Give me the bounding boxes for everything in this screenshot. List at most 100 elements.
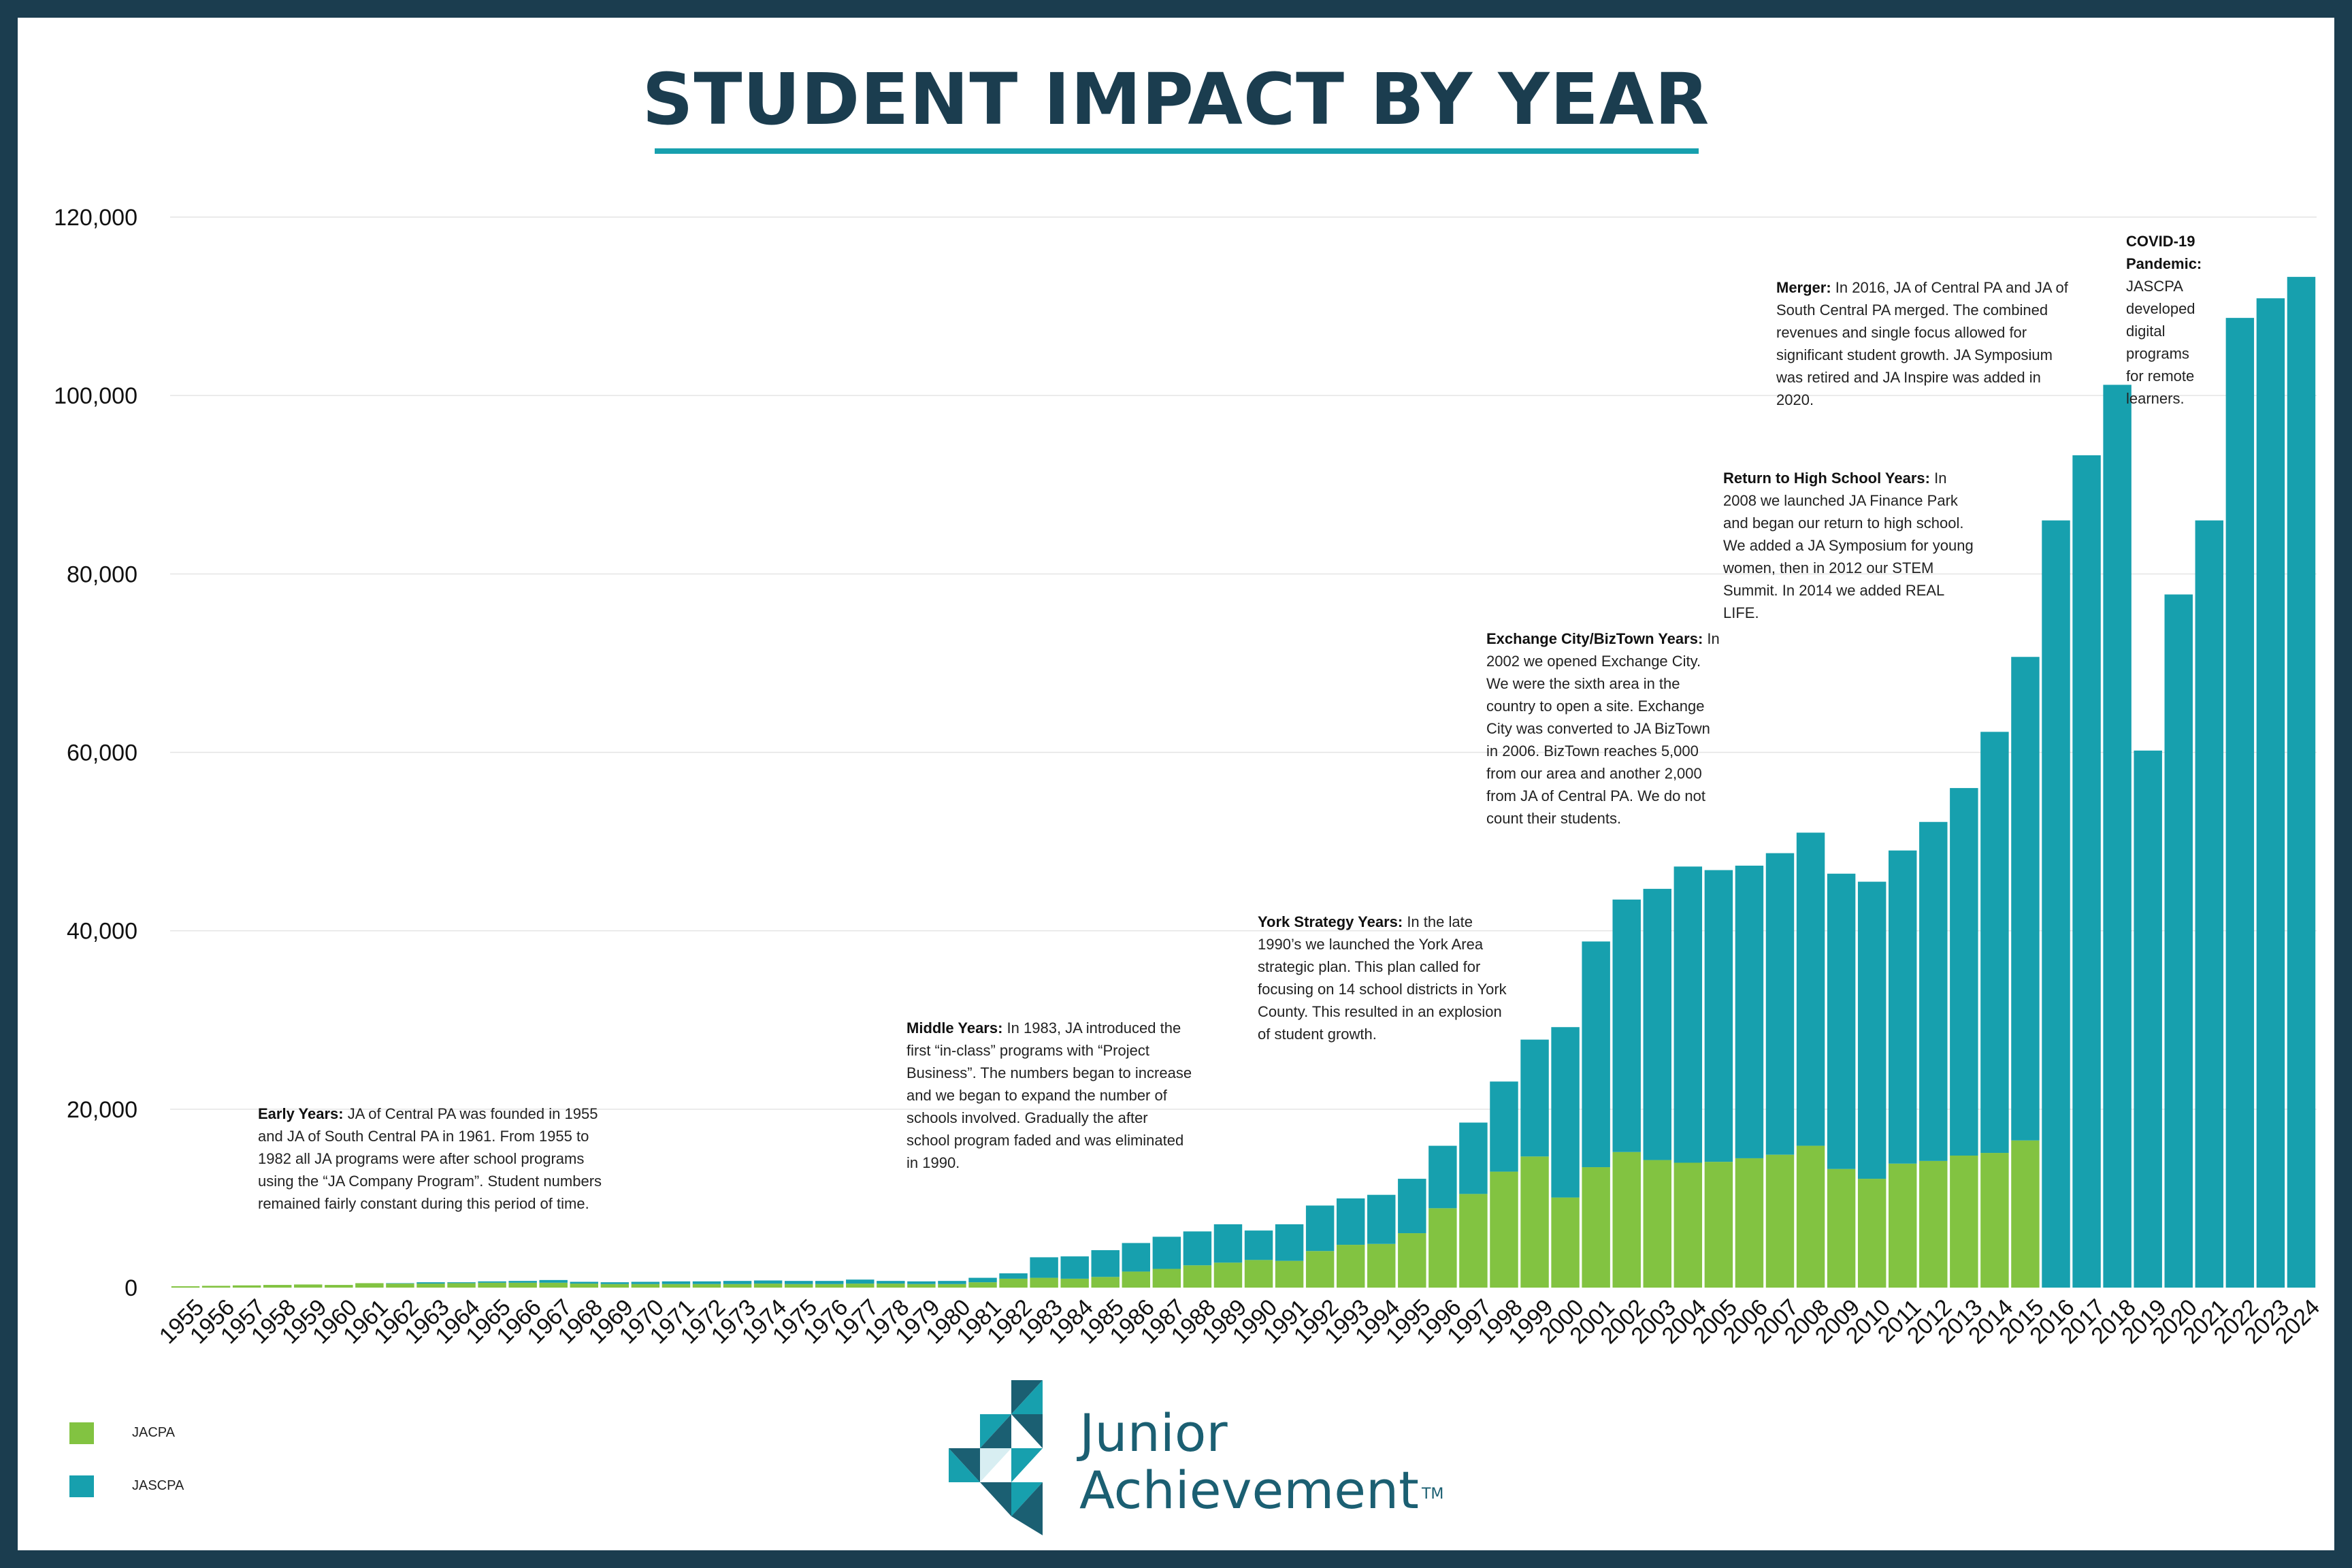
logo-line-junior: Junior [1079,1403,1228,1463]
bar-jascpa-2017 [2072,455,2101,1288]
bar-jascpa-2008 [1796,832,1825,1146]
annotation-exchange-text: In 2002 we opened Exchange City. We were… [1486,630,1720,827]
bar-jacpa-1971 [662,1284,691,1288]
annotation-middle-text: In 1983, JA introduced the first “in-cla… [906,1019,1192,1171]
bar-jascpa-1981 [968,1277,997,1283]
bar-jascpa-1994 [1367,1194,1396,1244]
bar-jascpa-2007 [1765,853,1795,1155]
bar-jascpa-1966 [508,1281,537,1283]
junior-achievement-logo: Junior Achievement TM [923,1375,1481,1545]
legend-swatch-jacpa [69,1422,94,1444]
annotation-york-strategy-years: York Strategy Years: In the late 1990’s … [1258,911,1516,1045]
bar-jascpa-1983 [1030,1257,1058,1278]
annotation-york-title: York Strategy Years: [1258,913,1403,930]
bar-jacpa-1964 [447,1283,476,1288]
bar-jacpa-2008 [1796,1145,1825,1288]
bar-jascpa-2005 [1704,870,1733,1162]
y-tick-label: 40,000 [67,919,137,945]
bar-jascpa-2009 [1827,873,1856,1169]
bar-jacpa-1956 [201,1286,231,1288]
bar-jacpa-1980 [938,1284,966,1288]
bar-jacpa-2010 [1857,1179,1886,1288]
bar-jascpa-1969 [600,1282,630,1284]
bar-jacpa-1975 [784,1284,813,1288]
bar-jacpa-1976 [815,1284,844,1288]
bar-jacpa-1974 [753,1284,783,1288]
bar-jacpa-2001 [1582,1167,1610,1288]
logo-line-achievement: Achievement [1079,1460,1419,1520]
bar-jascpa-1970 [631,1281,660,1284]
bar-jascpa-2004 [1673,866,1703,1163]
bar-jascpa-2018 [2103,385,2132,1288]
annotation-covid-title: COVID-19 Pandemic: [2126,233,2202,272]
bar-jascpa-2024 [2287,276,2316,1288]
bar-jacpa-1996 [1428,1208,1457,1288]
bar-jascpa-1964 [447,1282,476,1284]
bar-jacpa-2015 [2011,1140,2040,1288]
bar-jacpa-1992 [1305,1251,1335,1288]
annotation-merger: Merger: In 2016, JA of Central PA and JA… [1776,276,2072,411]
bar-jascpa-1976 [815,1281,844,1284]
legend-label-jacpa: JACPA [132,1425,175,1440]
bar-jascpa-1991 [1275,1224,1304,1261]
bar-jascpa-2014 [1980,732,2009,1154]
bar-jascpa-1997 [1459,1122,1488,1194]
annotation-early-text: JA of Central PA was founded in 1955 and… [258,1105,602,1212]
annotation-middle-years: Middle Years: In 1983, JA introduced the… [906,1017,1192,1174]
bar-jascpa-2013 [1950,787,1978,1156]
bar-jascpa-2012 [1919,821,1948,1161]
bar-jacpa-1970 [631,1284,660,1288]
bar-jacpa-1960 [325,1285,353,1288]
bar-jacpa-1962 [386,1284,414,1288]
bar-jascpa-1989 [1213,1224,1243,1263]
bar-jacpa-2002 [1612,1152,1641,1288]
bar-jascpa-1993 [1336,1198,1365,1245]
bar-jascpa-2021 [2195,520,2224,1288]
bar-jascpa-1996 [1428,1145,1457,1209]
bar-jascpa-1968 [570,1281,598,1284]
bar-jascpa-2022 [2225,318,2255,1288]
bar-jacpa-2004 [1673,1162,1703,1288]
bar-jascpa-1985 [1091,1250,1120,1277]
annotation-high-school-years: Return to High School Years: In 2008 we … [1723,467,1975,624]
bar-jacpa-1986 [1122,1271,1151,1288]
bar-jacpa-1995 [1398,1233,1426,1288]
bar-jacpa-1977 [846,1284,875,1288]
bar-jacpa-1993 [1336,1245,1365,1288]
bar-jacpa-2009 [1827,1169,1856,1288]
annotation-early-years: Early Years: JA of Central PA was founde… [258,1102,612,1215]
bar-jascpa-2006 [1735,865,1764,1158]
bar-jacpa-1965 [478,1282,506,1288]
bar-jascpa-2023 [2256,298,2285,1288]
annotation-highschool-title: Return to High School Years: [1723,470,1930,487]
legend-swatch-jascpa [69,1475,94,1497]
bar-jascpa-1998 [1490,1081,1518,1172]
bar-jacpa-1998 [1490,1171,1518,1288]
bar-jacpa-1984 [1060,1278,1089,1288]
bar-jacpa-1968 [570,1284,598,1288]
title-underline [655,148,1699,154]
bar-jascpa-1999 [1520,1039,1549,1157]
bar-jacpa-1958 [263,1285,292,1288]
bar-jascpa-1984 [1060,1256,1089,1279]
bar-jascpa-2020 [2164,594,2193,1288]
bar-jacpa-1983 [1030,1277,1058,1288]
bar-jacpa-1978 [877,1284,905,1288]
bar-jascpa-1972 [692,1281,721,1284]
bar-jascpa-2011 [1889,850,1917,1164]
y-tick-label: 120,000 [54,205,137,231]
bar-jacpa-1991 [1275,1260,1304,1288]
bar-jacpa-1981 [968,1282,997,1288]
bar-jacpa-1969 [600,1284,630,1288]
bar-jacpa-1967 [539,1282,568,1288]
bar-jacpa-2006 [1735,1158,1764,1288]
chart-frame: STUDENT IMPACT BY YEAR 0 20,000 40,000 60,0… [18,18,2334,1550]
bar-jacpa-2005 [1704,1162,1733,1288]
bar-jacpa-1982 [999,1278,1028,1288]
bar-jacpa-2011 [1889,1163,1917,1288]
bar-jascpa-1978 [877,1281,905,1284]
bar-jacpa-1989 [1213,1262,1243,1288]
legend-item-jascpa: JASCPA [69,1475,274,1503]
bar-jascpa-2001 [1582,941,1610,1168]
bar-jacpa-2003 [1643,1160,1671,1288]
